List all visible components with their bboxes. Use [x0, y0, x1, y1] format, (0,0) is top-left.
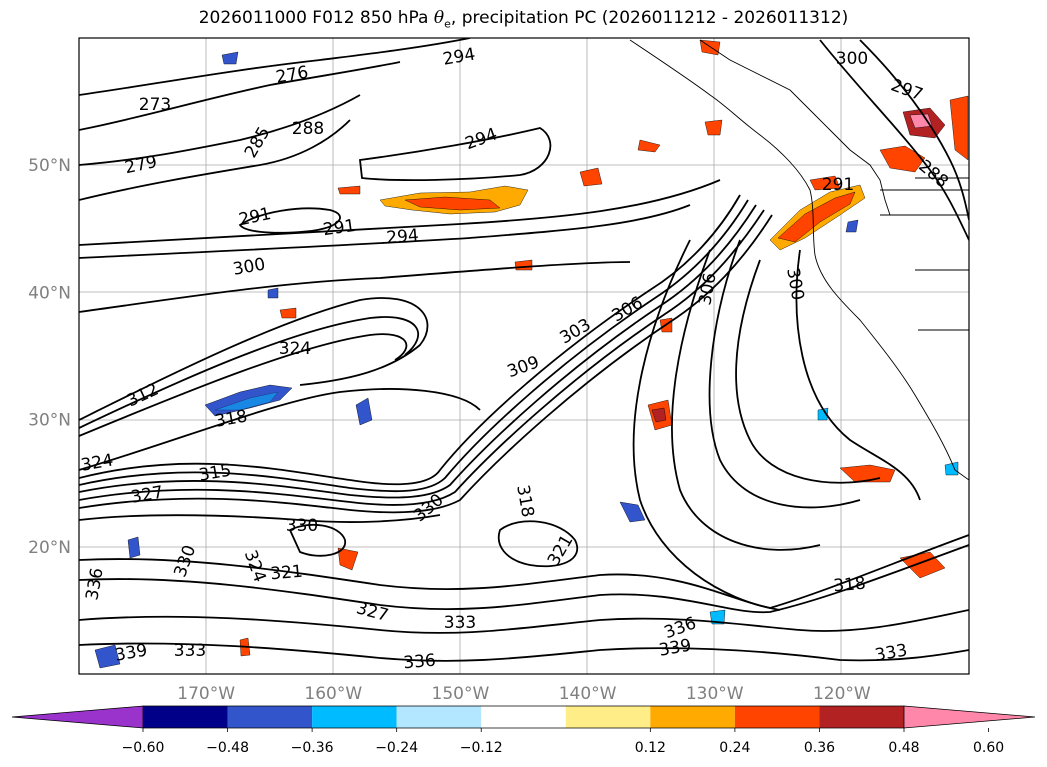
contour-line	[79, 333, 408, 437]
contour-label: 273	[139, 95, 171, 115]
colorbar-tick-label: 0.12	[635, 740, 666, 756]
lon-tick-label: 140°W	[559, 684, 617, 704]
lon-tick-label: 150°W	[432, 684, 490, 704]
colorbar-segment	[481, 706, 566, 728]
contour-label: 333	[444, 613, 476, 633]
colorbar-tick-label: −0.36	[291, 740, 334, 756]
contour-line	[632, 239, 781, 611]
contour-line	[238, 207, 341, 234]
contour-line	[79, 204, 757, 499]
contour-line	[359, 127, 552, 182]
contour-line	[79, 514, 441, 523]
contour-line	[819, 39, 969, 241]
map-border	[78, 37, 970, 675]
lat-tick-label: 20°N	[28, 538, 71, 558]
contour-line	[708, 239, 861, 509]
title-suffix: , precipitation PC (2026011212 - 2026011…	[450, 8, 849, 28]
contour-line	[79, 204, 691, 259]
colorbar-extend-low	[11, 705, 144, 729]
contour-line	[79, 199, 749, 493]
colorbar-tick-label: −0.12	[460, 740, 503, 756]
colorbar	[11, 705, 1036, 729]
contour-line	[795, 249, 921, 501]
colorbar-tick-label: 0.48	[888, 740, 919, 756]
contour-label: 291	[822, 175, 854, 195]
precip-shading	[94, 39, 969, 669]
colorbar-segment	[734, 706, 820, 728]
colorbar-segment	[227, 706, 313, 728]
contour-label: 330	[286, 516, 318, 536]
contour-line	[79, 534, 969, 609]
colorbar-segment	[396, 706, 482, 728]
contour-line	[79, 316, 420, 429]
contour-line	[79, 179, 721, 246]
contour-line	[79, 609, 969, 634]
colorbar-segment	[565, 706, 651, 728]
colorbar-segment	[819, 706, 904, 728]
contour-line	[79, 209, 765, 506]
contour-label: 318	[833, 574, 867, 597]
lon-labels: 170°W 160°W 150°W 140°W 130°W 120°W	[177, 684, 871, 704]
contour-line	[79, 642, 969, 662]
colorbar-tick-label: −0.48	[206, 740, 249, 756]
contour-line	[288, 523, 346, 557]
colorbar-segment	[143, 706, 228, 728]
contour-line	[79, 94, 361, 166]
contour-label: 324	[279, 339, 311, 359]
lon-tick-label: 170°W	[177, 684, 235, 704]
contour-line	[735, 259, 881, 484]
colorbar-ticks: −0.60 −0.48 −0.36 −0.24 −0.12 0.12 0.24 0.36 0.4…	[122, 728, 1004, 756]
contour-label: 294	[386, 226, 420, 249]
colorbar-segment	[312, 706, 397, 728]
chart-title: 2026011000 F012 850 hPa θe, precipitatio…	[0, 8, 1047, 30]
colorbar-tick-label: −0.60	[122, 740, 165, 756]
theta-e-contours	[79, 38, 969, 662]
contour-line	[859, 39, 969, 221]
lat-tick-label: 50°N	[28, 156, 71, 176]
colorbar-tick-label: 0.60	[973, 740, 1004, 756]
lon-tick-label: 160°W	[304, 684, 362, 704]
contour-line	[79, 119, 351, 201]
contour-line	[79, 214, 773, 514]
contour-label: 333	[174, 641, 206, 661]
gridlines	[79, 38, 969, 674]
title-prefix: 2026011000 F012 850 hPa	[198, 8, 434, 28]
map-frame-background	[79, 38, 969, 674]
contour-line	[79, 194, 741, 486]
contour-label: 336	[403, 651, 437, 674]
contour-label: 288	[292, 119, 324, 139]
theta-symbol: θ	[433, 8, 445, 28]
colorbar-segment	[650, 706, 735, 728]
lat-tick-label: 30°N	[28, 411, 71, 431]
contour-line	[671, 249, 821, 551]
contour-line	[497, 520, 578, 568]
coastline	[629, 39, 969, 481]
contour-line	[79, 388, 481, 471]
contour-line	[79, 297, 429, 421]
contour-line	[79, 261, 631, 313]
contour-label: 291	[322, 216, 357, 240]
colorbar-tick-label: 0.36	[804, 740, 835, 756]
colorbar-tick-label: 0.24	[719, 740, 750, 756]
contour-line	[79, 544, 969, 614]
lat-tick-label: 40°N	[28, 283, 71, 303]
theta-subscript: e	[444, 17, 451, 31]
contour-line	[79, 61, 401, 131]
lon-tick-label: 120°W	[813, 684, 871, 704]
lat-labels: 50°N 40°N 30°N 20°N	[28, 156, 71, 558]
lon-tick-label: 130°W	[686, 684, 744, 704]
contour-line	[79, 38, 471, 96]
colorbar-extend-high	[903, 705, 1036, 729]
colorbar-tick-label: −0.24	[375, 740, 418, 756]
contour-label: 300	[836, 49, 868, 69]
contour-label: 321	[270, 562, 304, 585]
